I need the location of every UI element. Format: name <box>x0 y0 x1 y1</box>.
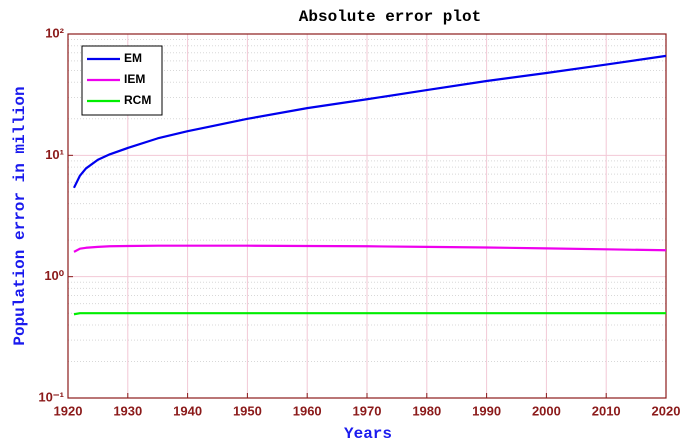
series-line <box>73 312 666 316</box>
x-tick-label: 2010 <box>592 403 621 418</box>
x-tick-label: 1990 <box>472 403 501 418</box>
x-tick-label: 1920 <box>54 403 83 418</box>
axes-box <box>67 33 667 399</box>
x-tick-label: 2000 <box>532 403 561 418</box>
y-axis-label: Population error in million <box>11 86 29 345</box>
y-tick-label: 10² <box>45 25 64 40</box>
x-axis-label: Years <box>344 425 392 443</box>
x-tick-label: 1960 <box>293 403 322 418</box>
chart-title: Absolute error plot <box>299 8 481 26</box>
x-tick-label: 1980 <box>412 403 441 418</box>
x-tick-label: 1930 <box>113 403 142 418</box>
x-tick-label: 1940 <box>173 403 202 418</box>
x-tick-label: 1970 <box>353 403 382 418</box>
series-line <box>73 244 667 253</box>
y-tick-label: 10¹ <box>45 147 64 162</box>
legend-label: IEM <box>124 72 145 86</box>
legend-label: EM <box>124 51 142 65</box>
legend-label: RCM <box>124 93 151 107</box>
x-tick-label: 1950 <box>233 403 262 418</box>
y-tick-label: 10⁻¹ <box>38 389 64 404</box>
y-tick-label: 10⁰ <box>44 268 64 283</box>
x-tick-label: 2020 <box>652 403 681 418</box>
series-line <box>72 54 667 189</box>
